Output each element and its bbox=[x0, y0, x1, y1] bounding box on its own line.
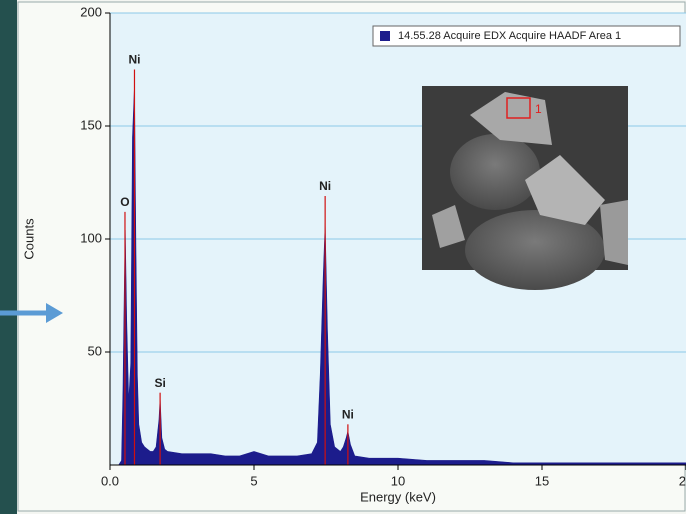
legend-swatch bbox=[380, 31, 390, 41]
chart: 1 14.55.28 Acquire EDX Acquire HAADF Are… bbox=[0, 0, 686, 514]
page: {"chart_data": { "type": "area", "xlabel… bbox=[0, 0, 686, 514]
x-tick-label: 10 bbox=[391, 473, 405, 488]
x-tick-label: 0.0 bbox=[101, 473, 119, 488]
x-axis-label: Energy (keV) bbox=[360, 489, 436, 504]
y-tick-label: 100 bbox=[80, 230, 102, 245]
x-tick-label: 15 bbox=[535, 473, 549, 488]
side-strip bbox=[0, 0, 17, 514]
peak-label: Ni bbox=[319, 179, 331, 193]
particle bbox=[450, 134, 540, 210]
legend: 14.55.28 Acquire EDX Acquire HAADF Area … bbox=[373, 26, 680, 46]
peak-label: O bbox=[120, 195, 129, 209]
y-tick-label: 150 bbox=[80, 117, 102, 132]
y-axis-label: Counts bbox=[21, 218, 36, 260]
inset-image: 1 bbox=[422, 86, 628, 290]
peak-label: Si bbox=[154, 376, 165, 390]
peak-label: Ni bbox=[342, 407, 354, 421]
y-tick-label: 50 bbox=[88, 343, 102, 358]
x-tick-label: 20 bbox=[679, 473, 686, 488]
legend-label: 14.55.28 Acquire EDX Acquire HAADF Area … bbox=[398, 30, 621, 42]
peak-label: Ni bbox=[128, 53, 140, 67]
area-label: 1 bbox=[535, 102, 542, 116]
y-tick-label: 200 bbox=[80, 4, 102, 19]
x-tick-label: 5 bbox=[250, 473, 257, 488]
